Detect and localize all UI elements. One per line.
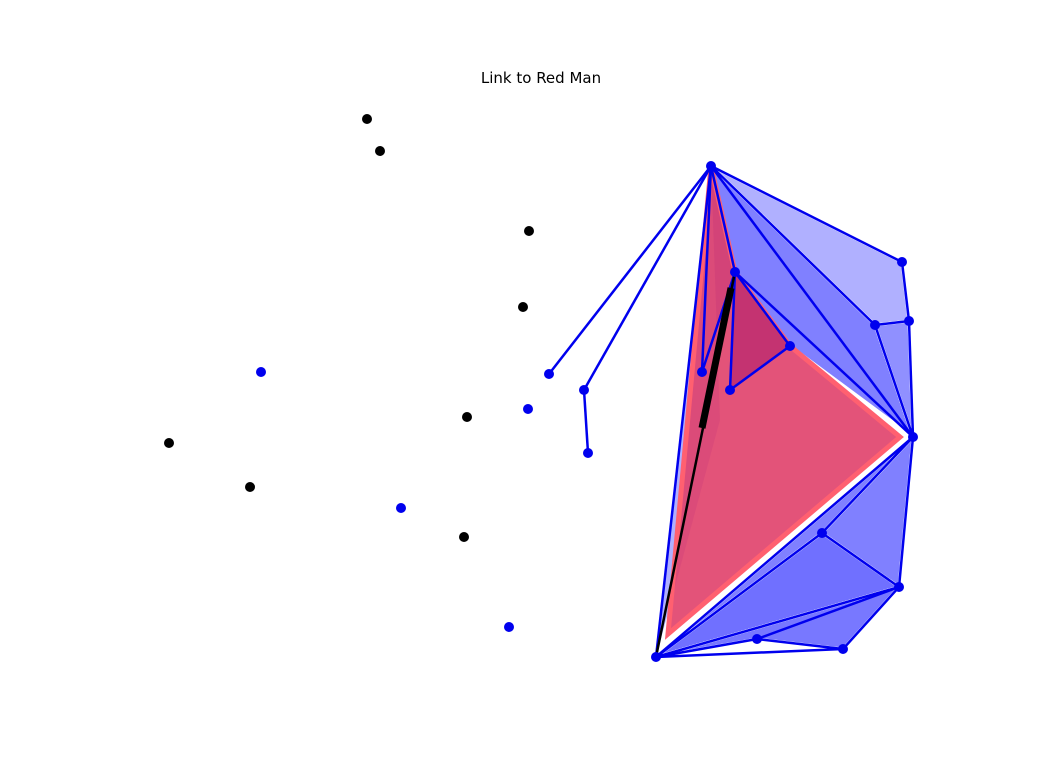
edge xyxy=(582,389,590,454)
blue-point xyxy=(504,622,514,632)
blue-point xyxy=(838,644,848,654)
blue-point xyxy=(725,385,735,395)
blue-point xyxy=(904,316,914,326)
edge xyxy=(821,436,914,534)
edge xyxy=(710,164,903,264)
black-point xyxy=(462,412,472,422)
black-point xyxy=(524,226,534,236)
edge xyxy=(873,324,915,438)
blue-point xyxy=(817,528,827,538)
blue-point xyxy=(752,634,762,644)
black-point xyxy=(375,146,385,156)
blue-point xyxy=(651,652,661,662)
edge xyxy=(729,344,791,392)
edge xyxy=(655,436,914,658)
blue-point xyxy=(544,369,554,379)
edge xyxy=(756,585,900,641)
blue-point xyxy=(897,257,907,267)
blue-point xyxy=(256,367,266,377)
edge xyxy=(733,271,792,347)
edge xyxy=(728,271,737,391)
blue-points xyxy=(256,161,918,662)
red-region-inner xyxy=(730,272,790,390)
blue-point xyxy=(583,448,593,458)
edge xyxy=(655,647,844,659)
blue-point xyxy=(908,432,918,442)
black-point xyxy=(518,302,528,312)
edge xyxy=(907,320,915,438)
blue-point xyxy=(894,582,904,592)
black-edges xyxy=(654,271,737,658)
blue-point xyxy=(870,320,880,330)
blue-point xyxy=(706,161,716,171)
edge xyxy=(842,586,900,650)
black-points xyxy=(164,114,534,542)
edge xyxy=(900,261,911,322)
blue-point xyxy=(523,404,533,414)
edge xyxy=(700,165,713,373)
blue-point xyxy=(396,503,406,513)
edge xyxy=(734,271,914,438)
edge xyxy=(874,319,910,327)
edge xyxy=(821,531,900,589)
black-point xyxy=(459,532,469,542)
blue-point xyxy=(730,267,740,277)
edge xyxy=(897,436,915,588)
edge xyxy=(709,165,915,438)
edge xyxy=(710,165,876,326)
blue-edges xyxy=(548,164,915,659)
black-point xyxy=(164,438,174,448)
blue-point xyxy=(785,341,795,351)
edge xyxy=(654,165,713,658)
blue-point xyxy=(697,367,707,377)
edge xyxy=(709,165,737,273)
black-point xyxy=(362,114,372,124)
edge xyxy=(655,531,823,659)
black-edge-thick xyxy=(698,287,735,429)
edge xyxy=(655,637,758,659)
edge xyxy=(756,637,844,651)
black-point xyxy=(245,482,255,492)
edge xyxy=(548,165,712,375)
edge xyxy=(655,585,900,659)
blue-point xyxy=(579,385,589,395)
edge xyxy=(582,165,713,391)
figure-title: Link to Red Man xyxy=(480,69,602,87)
